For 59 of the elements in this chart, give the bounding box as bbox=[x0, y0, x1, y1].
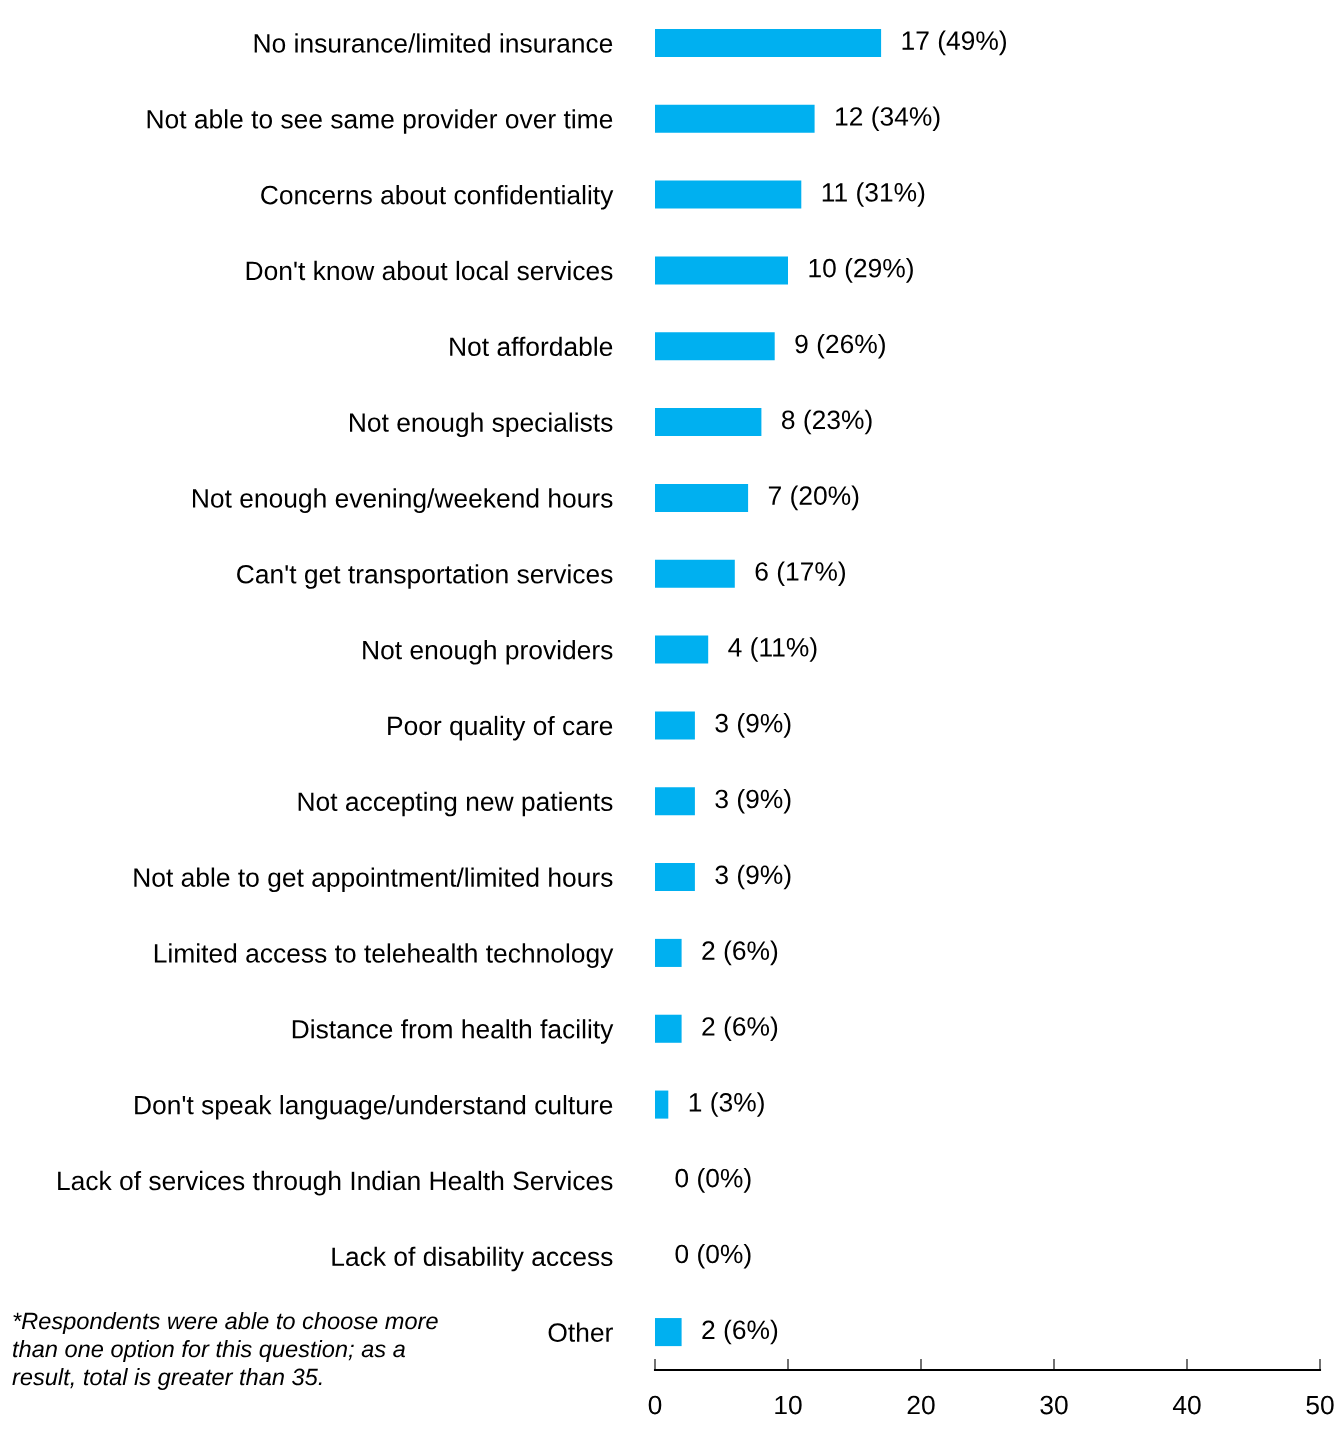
data-label: 8 (23%) bbox=[781, 409, 872, 435]
data-label: 3 (9%) bbox=[715, 864, 791, 890]
data-label: 2 (6%) bbox=[702, 1016, 778, 1042]
x-tick-label: 30 bbox=[1040, 1395, 1068, 1415]
y-tick-label: Can't get transportation services bbox=[237, 564, 613, 589]
bar bbox=[655, 938, 682, 967]
y-tick-label: Poor quality of care bbox=[388, 715, 613, 741]
bar bbox=[655, 863, 695, 892]
y-tick-label: Don't know about local services bbox=[246, 260, 613, 281]
y-tick-label: Lack of disability access bbox=[332, 1246, 613, 1272]
data-label: 17 (49%) bbox=[902, 30, 1006, 56]
data-label: 9 (26%) bbox=[795, 333, 885, 359]
bar bbox=[655, 1014, 682, 1043]
bar bbox=[655, 787, 695, 816]
bar bbox=[655, 711, 695, 740]
text: *Respondents were able to choose more than one option for this question; as a result, total is greater than 35. bbox=[12, 1312, 438, 1391]
x-tick-label: 50 bbox=[1306, 1395, 1334, 1415]
y-tick-label: Not able to see same provider over time bbox=[147, 109, 613, 134]
data-label: 2 (6%) bbox=[702, 940, 778, 966]
bar bbox=[655, 104, 815, 133]
y-tick-label: Concerns about confidentiality bbox=[261, 185, 614, 210]
data-label: 1 (3%) bbox=[689, 1092, 764, 1117]
bar bbox=[655, 1318, 682, 1347]
data-label: 2 (6%) bbox=[702, 1319, 778, 1345]
bar bbox=[655, 1090, 669, 1119]
y-tick-label: Not affordable bbox=[450, 336, 613, 357]
y-tick-label: Don't speak language/understand culture bbox=[135, 1095, 613, 1120]
data-label: 3 (9%) bbox=[715, 788, 791, 814]
bar bbox=[655, 559, 735, 588]
data-label: 4 (11%) bbox=[728, 637, 817, 662]
x-tick-label: 0 bbox=[648, 1395, 662, 1415]
y-tick-label: Not enough evening/weekend hours bbox=[193, 488, 613, 513]
data-label: 6 (17%) bbox=[755, 561, 846, 587]
y-tick-label: Not able to get appointment/limited hours bbox=[134, 867, 613, 893]
bar bbox=[655, 256, 788, 285]
y-tick-label: Limited access to telehealth technology bbox=[154, 943, 614, 968]
x-tick-label: 20 bbox=[907, 1395, 935, 1415]
x-tick-label: 10 bbox=[775, 1395, 802, 1415]
y-tick-label: Lack of services through Indian Health Services bbox=[58, 1170, 613, 1196]
data-label: 10 (29%) bbox=[809, 258, 913, 283]
y-tick-label: Not enough providers bbox=[363, 640, 613, 665]
bar bbox=[655, 635, 709, 664]
data-label: 3 (9%) bbox=[715, 713, 791, 738]
y-tick-label: No insurance/limited insurance bbox=[254, 33, 613, 53]
bar bbox=[655, 332, 775, 361]
bar bbox=[655, 180, 802, 209]
bar bbox=[655, 483, 749, 512]
y-tick-label: Distance from health facility bbox=[292, 1019, 614, 1044]
x-tick-label: 40 bbox=[1172, 1395, 1201, 1415]
y-tick-label: Not accepting new patients bbox=[298, 791, 613, 817]
y-tick-label: Not enough specialists bbox=[350, 412, 613, 438]
data-label: 0 (0%) bbox=[675, 1243, 751, 1269]
data-label: 0 (0%) bbox=[675, 1168, 751, 1193]
bar bbox=[655, 408, 762, 437]
data-label: 11 (31%) bbox=[822, 182, 925, 207]
y-tick-label: Other bbox=[548, 1322, 613, 1342]
bar bbox=[655, 28, 882, 57]
data-label: 7 (20%) bbox=[768, 485, 859, 511]
data-label: 12 (34%) bbox=[836, 106, 940, 132]
